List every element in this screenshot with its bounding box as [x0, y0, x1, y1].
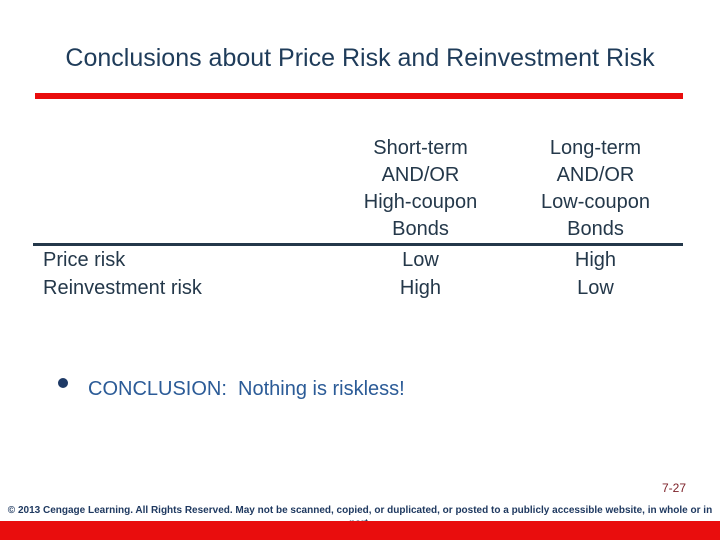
table-header-rule — [33, 243, 683, 246]
reinvestment-risk-short-term-value: High — [399, 277, 442, 299]
column-header-long-term: Long-term AND/OR Low-coupon Bonds — [541, 137, 650, 240]
page-number: 7-27 — [661, 481, 686, 495]
risk-comparison-table: Short-term AND/OR High-coupon Bonds Long… — [33, 135, 683, 302]
bullet-icon — [58, 378, 68, 388]
reinvestment-risk-long-term-value: Low — [577, 277, 614, 299]
row-label-price-risk: Price risk — [43, 249, 126, 271]
column-header-short-term: Short-term AND/OR High-coupon Bonds — [363, 137, 478, 240]
table-corner-cell — [33, 135, 333, 243]
bottom-accent-bar — [0, 521, 720, 540]
price-risk-short-term-value: Low — [402, 249, 439, 271]
row-label-reinvestment-risk: Reinvestment risk — [43, 277, 202, 299]
slide-title: Conclusions about Price Risk and Reinves… — [65, 44, 655, 72]
title-underline-rule — [35, 93, 683, 99]
price-risk-long-term-value: High — [574, 249, 617, 271]
conclusion-text: CONCLUSION: Nothing is riskless! — [88, 378, 405, 400]
